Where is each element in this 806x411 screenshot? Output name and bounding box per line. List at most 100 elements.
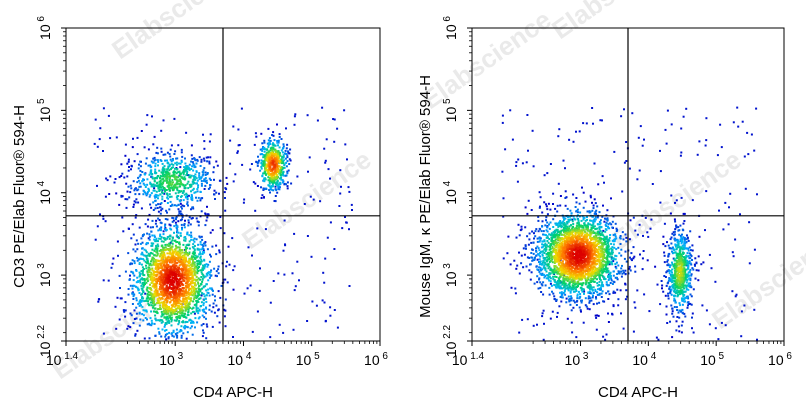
- event-dot: [755, 108, 757, 110]
- event-dot: [741, 310, 743, 312]
- event-dot: [678, 312, 680, 314]
- event-dot: [282, 172, 284, 174]
- event-dot: [325, 320, 327, 322]
- event-dot: [117, 297, 119, 299]
- event-dot: [602, 175, 604, 177]
- event-dot: [659, 150, 661, 152]
- event-dot: [201, 239, 203, 241]
- event-dot: [543, 323, 545, 325]
- event-dot: [294, 124, 296, 126]
- event-dot: [677, 226, 679, 228]
- event-dot: [592, 295, 594, 297]
- event-dot: [149, 194, 151, 196]
- event-dot: [687, 252, 689, 254]
- event-dot: [145, 163, 147, 165]
- event-dot: [344, 143, 346, 145]
- event-dot: [196, 171, 198, 173]
- event-dot: [530, 242, 532, 244]
- event-dot: [250, 285, 252, 287]
- event-dot: [232, 269, 234, 271]
- event-dot: [728, 206, 730, 208]
- event-dot: [195, 191, 197, 193]
- event-dot: [544, 243, 546, 245]
- event-dot: [168, 306, 170, 308]
- event-dot: [190, 223, 192, 225]
- event-dot: [177, 273, 179, 275]
- event-dot: [177, 220, 179, 222]
- event-dot: [539, 228, 541, 230]
- event-dot: [313, 199, 315, 201]
- event-dot: [116, 136, 118, 138]
- event-dot: [192, 246, 194, 248]
- event-dot: [593, 303, 595, 305]
- event-dot: [168, 308, 170, 310]
- event-dot: [206, 180, 208, 182]
- event-dot: [704, 229, 706, 231]
- event-dot: [126, 198, 128, 200]
- event-dot: [276, 142, 278, 144]
- event-dot: [587, 211, 589, 213]
- event-dot: [199, 257, 201, 259]
- event-dot: [614, 233, 616, 235]
- event-dot: [607, 313, 609, 315]
- event-dot: [176, 229, 178, 231]
- event-dot: [611, 313, 613, 315]
- event-dot: [194, 326, 196, 328]
- event-dot: [539, 273, 541, 275]
- event-dot: [571, 212, 573, 214]
- event-dot: [634, 271, 636, 273]
- event-dot: [329, 178, 331, 180]
- event-dot: [149, 239, 151, 241]
- event-dot: [722, 228, 724, 230]
- event-dot: [295, 285, 297, 287]
- event-dot: [734, 239, 736, 241]
- event-dot: [176, 169, 178, 171]
- event-dot: [153, 235, 155, 237]
- event-dot: [103, 333, 105, 335]
- event-dot: [165, 329, 167, 331]
- event-dot: [159, 194, 161, 196]
- event-dot: [160, 213, 162, 215]
- event-dot: [164, 225, 166, 227]
- event-dot: [289, 158, 291, 160]
- event-dot: [174, 168, 176, 170]
- event-dot: [269, 166, 271, 168]
- event-dot: [607, 276, 609, 278]
- event-dot: [533, 253, 535, 255]
- event-dot: [181, 218, 183, 220]
- event-dot: [177, 311, 179, 313]
- event-dot: [543, 239, 545, 241]
- event-dot: [647, 259, 649, 261]
- event-dot: [189, 169, 191, 171]
- event-dot: [286, 144, 288, 146]
- event-dot: [277, 180, 279, 182]
- event-dot: [206, 160, 208, 162]
- event-dot: [141, 207, 143, 209]
- event-dot: [160, 130, 162, 132]
- event-dot: [140, 237, 142, 239]
- event-dot: [282, 173, 284, 175]
- event-dot: [272, 161, 274, 163]
- event-dot: [209, 178, 211, 180]
- event-dot: [334, 119, 336, 121]
- event-dot: [629, 257, 631, 259]
- event-dot: [234, 173, 236, 175]
- event-dot: [202, 251, 204, 253]
- event-dot: [530, 263, 532, 265]
- event-dot: [625, 298, 627, 300]
- event-dot: [97, 301, 99, 303]
- event-dot: [279, 182, 281, 184]
- event-dot: [143, 190, 145, 192]
- event-dot: [268, 179, 270, 181]
- event-dot: [183, 172, 185, 174]
- event-dot: [615, 238, 617, 240]
- event-dot: [207, 292, 209, 294]
- event-dot: [236, 152, 238, 154]
- event-dot: [112, 263, 114, 265]
- event-dot: [174, 296, 176, 298]
- event-dot: [607, 298, 609, 300]
- event-dot: [176, 287, 178, 289]
- event-dot: [687, 302, 689, 304]
- event-dot: [625, 240, 627, 242]
- event-dot: [545, 268, 547, 270]
